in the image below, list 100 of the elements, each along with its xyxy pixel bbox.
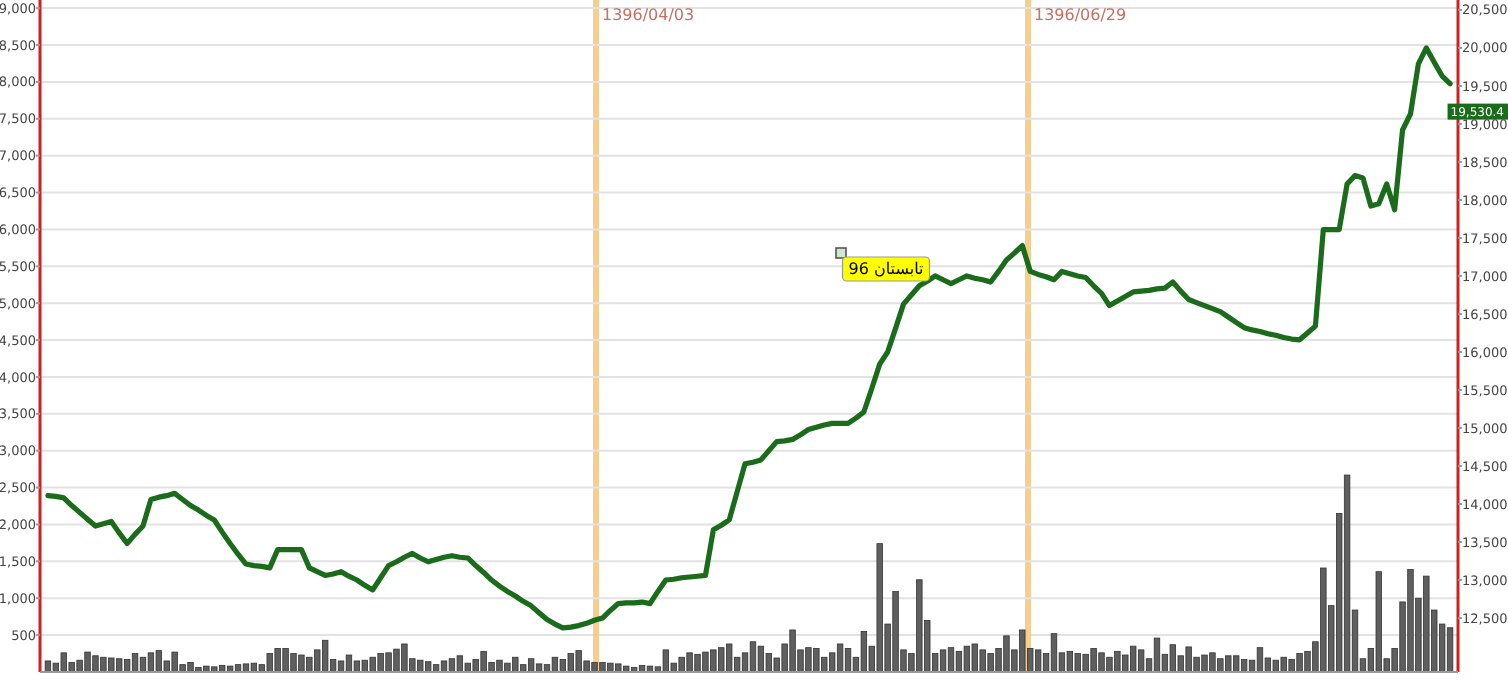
bar xyxy=(979,649,986,673)
bar xyxy=(971,643,978,673)
bar xyxy=(947,647,955,673)
bar xyxy=(211,666,218,673)
bar xyxy=(345,654,353,673)
bar xyxy=(718,647,725,673)
bar xyxy=(377,653,384,673)
bar xyxy=(963,645,971,673)
bar xyxy=(203,665,210,673)
bar xyxy=(844,648,852,673)
bar xyxy=(226,665,234,673)
bar xyxy=(116,658,123,673)
bar xyxy=(322,639,329,673)
bar xyxy=(401,643,408,673)
bar xyxy=(298,654,305,673)
bar xyxy=(599,662,606,673)
bar xyxy=(100,656,107,673)
bar xyxy=(1343,474,1351,673)
bar xyxy=(686,652,693,673)
bar xyxy=(84,651,91,673)
bar xyxy=(1423,575,1430,673)
bar xyxy=(456,655,464,673)
bar xyxy=(432,664,440,673)
bar xyxy=(1090,648,1097,673)
bar xyxy=(1240,659,1248,673)
bar xyxy=(1050,633,1058,673)
bar xyxy=(1098,652,1105,673)
bar xyxy=(60,652,67,673)
bar xyxy=(1225,655,1232,673)
bar xyxy=(1122,654,1129,673)
bar xyxy=(1375,571,1382,673)
bar xyxy=(1288,659,1295,673)
bar xyxy=(1153,637,1161,673)
bar xyxy=(1074,653,1081,673)
bar xyxy=(749,641,757,673)
bar xyxy=(1217,658,1224,673)
bar xyxy=(726,643,733,673)
bar xyxy=(559,659,567,673)
line-series xyxy=(45,45,1453,631)
bar xyxy=(1034,649,1042,673)
bar xyxy=(567,653,574,673)
bar xyxy=(274,648,281,673)
bar xyxy=(1280,656,1287,673)
bar xyxy=(527,658,535,673)
bar xyxy=(1407,569,1414,673)
bar xyxy=(678,656,685,673)
bar xyxy=(623,665,630,673)
bar xyxy=(361,659,368,673)
bar xyxy=(155,650,162,673)
bar xyxy=(282,648,289,673)
bar xyxy=(1446,627,1454,673)
bar xyxy=(369,656,376,673)
bar xyxy=(1137,649,1145,673)
bar xyxy=(76,659,83,673)
bar xyxy=(789,629,796,673)
bar xyxy=(1169,644,1176,673)
bar xyxy=(916,579,923,673)
bar xyxy=(1003,635,1010,673)
bar xyxy=(607,662,614,673)
bar xyxy=(765,653,772,673)
bar xyxy=(250,662,258,673)
bar xyxy=(860,631,868,673)
bar xyxy=(1106,656,1113,673)
bar xyxy=(1296,653,1303,673)
bar xyxy=(385,652,392,673)
bar xyxy=(417,659,424,673)
bar xyxy=(472,659,479,673)
bar xyxy=(813,648,820,673)
bar xyxy=(702,651,709,673)
bar xyxy=(44,660,52,673)
bar xyxy=(551,656,559,673)
bar xyxy=(520,664,527,673)
bar xyxy=(1201,654,1208,673)
bar xyxy=(290,653,297,673)
bar xyxy=(575,650,582,673)
bar xyxy=(805,647,812,673)
bar xyxy=(1082,653,1089,673)
bar xyxy=(710,649,717,673)
bar xyxy=(171,651,178,673)
bar xyxy=(424,661,432,673)
bar xyxy=(187,662,194,673)
bar xyxy=(876,543,883,673)
bar xyxy=(987,653,994,673)
bar xyxy=(939,649,947,673)
annotation: تابستان 96 xyxy=(848,260,924,278)
bar xyxy=(757,645,765,673)
bar xyxy=(591,662,598,673)
annotation: 1396/06/29 xyxy=(1034,6,1127,24)
bar xyxy=(821,656,828,673)
bar xyxy=(662,649,669,673)
bar xyxy=(108,657,115,673)
bar xyxy=(615,663,622,673)
bar xyxy=(306,656,313,673)
bar xyxy=(694,653,701,673)
bar xyxy=(353,660,361,673)
bar xyxy=(1272,659,1279,673)
bar xyxy=(464,662,471,673)
bar xyxy=(147,652,155,673)
bar xyxy=(512,656,519,673)
bar xyxy=(1066,650,1074,673)
